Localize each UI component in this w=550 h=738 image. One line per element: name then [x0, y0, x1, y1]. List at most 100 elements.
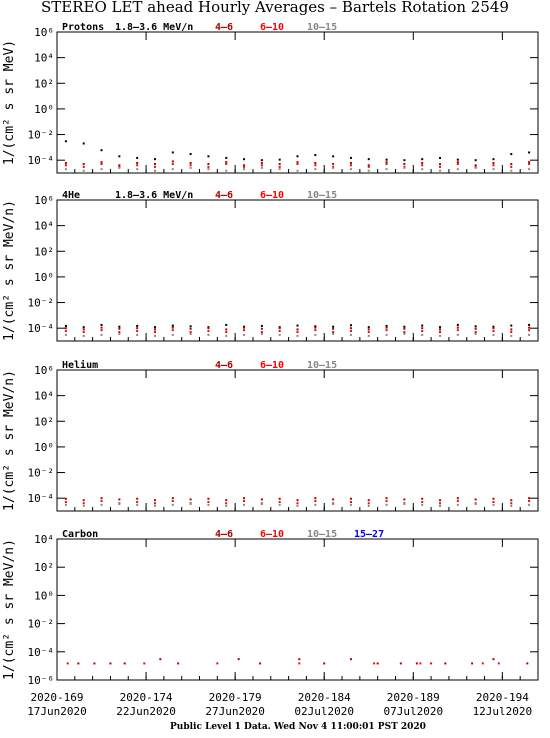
data-point — [296, 161, 299, 164]
y-tick-label: 10⁶ — [34, 364, 54, 377]
data-point — [296, 502, 299, 505]
data-point — [349, 164, 352, 167]
data-point — [64, 330, 67, 333]
legend-entry: 10–15 — [307, 22, 337, 33]
data-point — [439, 156, 442, 159]
data-point — [314, 325, 317, 328]
data-point — [332, 325, 335, 328]
x-tick-date: 12Jul2020 — [473, 705, 533, 718]
data-point — [93, 662, 96, 665]
data-point — [314, 154, 317, 157]
data-point — [82, 165, 85, 168]
data-point — [171, 497, 174, 500]
data-point — [216, 662, 219, 665]
data-point — [189, 498, 192, 501]
data-point — [64, 327, 67, 330]
data-point — [118, 165, 121, 168]
data-point — [385, 497, 388, 500]
data-point — [349, 330, 352, 333]
data-point — [260, 327, 263, 330]
series-points — [64, 329, 531, 334]
data-point — [528, 503, 531, 506]
data-point — [332, 333, 335, 336]
data-point — [100, 168, 103, 171]
data-point — [64, 333, 67, 336]
data-point — [510, 502, 513, 505]
data-point — [528, 326, 531, 329]
data-point — [136, 156, 139, 159]
data-point — [314, 497, 317, 500]
y-tick-label: 10⁴ — [34, 390, 54, 403]
data-point — [136, 497, 139, 500]
data-point — [82, 504, 85, 507]
data-point — [444, 662, 447, 665]
series-points — [64, 160, 531, 167]
data-point — [259, 662, 262, 665]
data-point — [278, 333, 281, 336]
data-point — [153, 334, 156, 337]
data-point — [118, 333, 121, 336]
data-point — [492, 330, 495, 333]
data-point — [100, 163, 103, 166]
data-point — [492, 164, 495, 167]
data-point — [225, 156, 228, 159]
data-point — [100, 149, 103, 152]
y-tick-label: 10⁻² — [28, 467, 55, 480]
y-tick-label: 10² — [34, 245, 54, 258]
data-point — [367, 326, 370, 329]
data-point — [100, 497, 103, 500]
data-point — [100, 503, 103, 506]
data-point — [100, 161, 103, 164]
data-point — [189, 325, 192, 328]
data-point — [528, 500, 531, 503]
data-point — [399, 662, 402, 665]
x-tick-label: 2020-179 — [209, 691, 262, 704]
data-point — [278, 165, 281, 168]
data-point — [456, 161, 459, 164]
data-point — [100, 329, 103, 332]
data-point — [349, 156, 352, 159]
data-point — [171, 500, 174, 503]
data-point — [171, 151, 174, 154]
data-point — [260, 333, 263, 336]
data-point — [189, 166, 192, 169]
data-point — [349, 333, 352, 336]
data-point — [421, 158, 424, 161]
data-point — [171, 160, 174, 163]
x-tick-label: 2020-169 — [31, 691, 84, 704]
legend-entry: 4–6 — [215, 22, 233, 33]
data-point — [528, 161, 531, 164]
data-point — [474, 333, 477, 336]
data-point — [421, 327, 424, 330]
data-point — [403, 503, 406, 506]
data-point — [189, 333, 192, 336]
data-point — [82, 163, 85, 166]
data-point — [260, 331, 263, 334]
data-point — [403, 331, 406, 334]
data-point — [171, 168, 174, 171]
data-point — [64, 497, 67, 500]
data-point — [77, 662, 80, 665]
data-point — [153, 331, 156, 334]
data-point — [385, 168, 388, 171]
series-points — [64, 326, 531, 331]
data-point — [314, 168, 317, 171]
series-points — [64, 140, 531, 162]
data-point — [260, 162, 263, 165]
data-point — [349, 497, 352, 500]
y-axis-label: 1/(cm² s sr MeV) — [2, 40, 17, 165]
data-point — [153, 502, 156, 505]
data-point — [278, 497, 281, 500]
data-point — [367, 165, 370, 168]
data-point — [82, 328, 85, 331]
x-tick-date: 07Jul2020 — [383, 705, 443, 718]
data-point — [528, 323, 531, 326]
data-point — [349, 658, 352, 661]
data-point — [456, 503, 459, 506]
data-point — [136, 330, 139, 333]
data-point — [471, 662, 474, 665]
data-point — [439, 169, 442, 172]
data-point — [207, 327, 210, 330]
y-tick-label: 10⁰ — [34, 271, 54, 284]
y-axis-label: 1/(cm² s sr MeV/n) — [2, 200, 17, 341]
